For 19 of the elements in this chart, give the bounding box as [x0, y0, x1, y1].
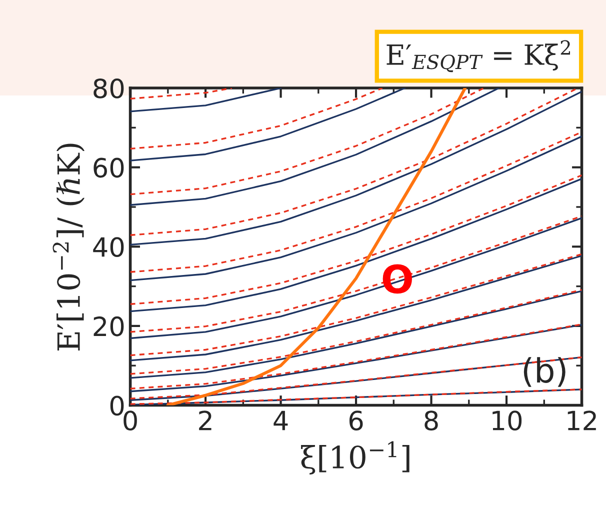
y-tick-label: 60: [94, 158, 124, 178]
x-axis-title: ξ[10$^{−1}$]: [301, 441, 410, 475]
y-tick-label: 0: [110, 396, 124, 416]
text: E′$_{ESQPT}$ = Kξ$^{2}$: [386, 40, 570, 72]
line-series: [130, 88, 384, 150]
x-tick-label: 8: [424, 410, 438, 431]
x-tick-label: 2: [199, 410, 212, 430]
x-tick-label: 12: [568, 410, 596, 430]
line-series: [166, 88, 467, 406]
y-tick-label: 80: [94, 78, 124, 98]
x-tick-label: 6: [349, 410, 363, 431]
y-axis-title: E′[10$^{−2}$]/ (ℏK): [52, 144, 84, 351]
x-tick-label: 0: [124, 410, 137, 431]
line-series: [130, 88, 406, 162]
x-tick-label: 4: [274, 410, 288, 430]
x-tick-label: 10: [492, 410, 522, 431]
y-tick-label: 40: [93, 237, 124, 258]
annotation: (b): [524, 357, 566, 387]
y-tick-label: 20: [94, 316, 124, 336]
